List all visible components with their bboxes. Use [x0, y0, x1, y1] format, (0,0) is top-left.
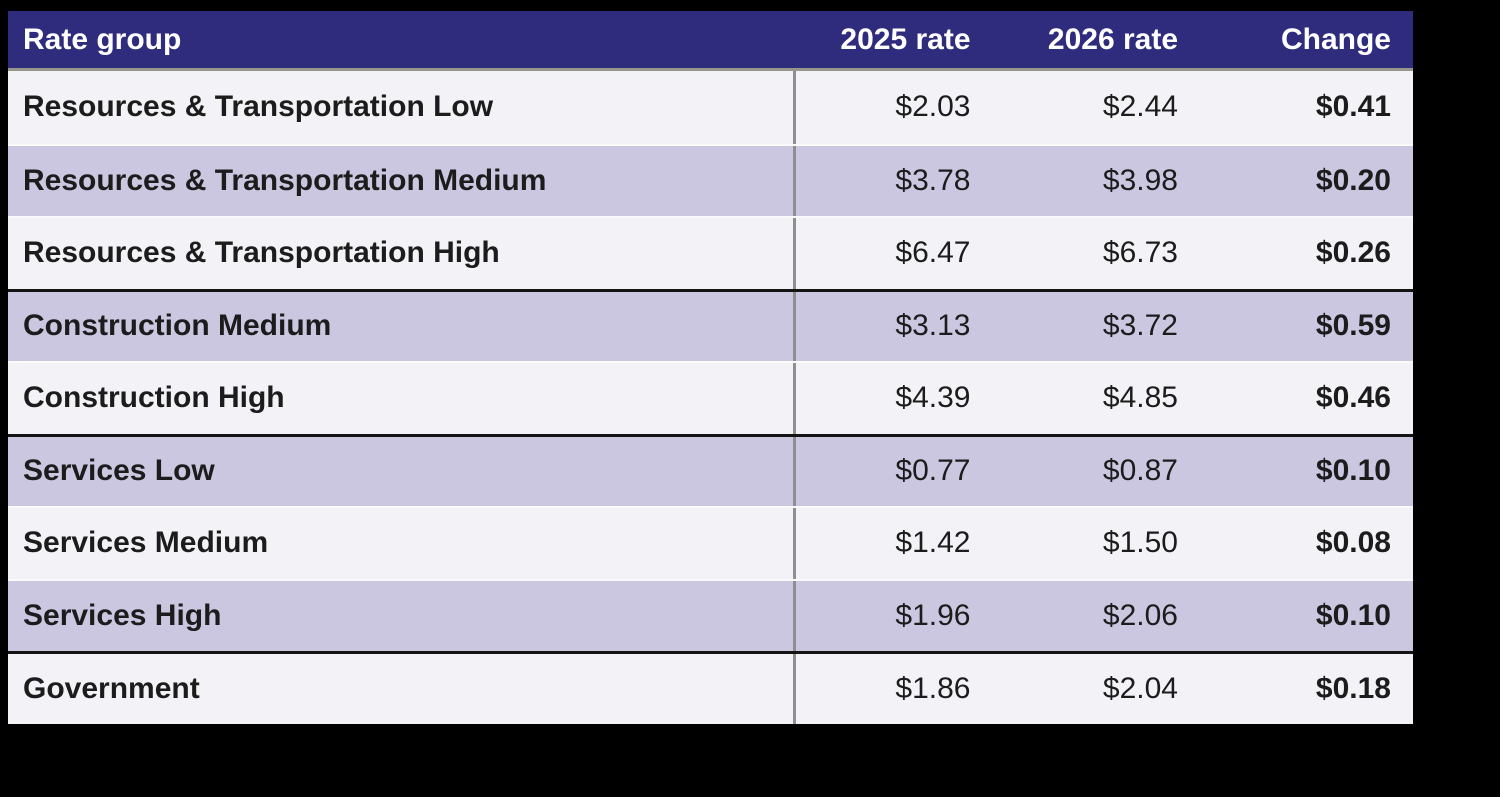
rate-2025-cell: $2.03	[793, 71, 1001, 144]
rate-2026-cell: $3.98	[1102, 163, 1178, 197]
rate-2026-cell: $3.72	[1102, 309, 1178, 343]
rate-2025-cell: $0.77	[793, 436, 1001, 506]
change-cell: $0.46	[1315, 381, 1391, 415]
rate-2026-cell: $1.50	[1102, 526, 1178, 560]
column-header-change: Change	[1280, 22, 1391, 56]
rate-2026-cell: $4.85	[1102, 381, 1178, 415]
rate-table: Rate group 2025 rate 2026 rate Change Re…	[8, 11, 1413, 724]
rate-2026-cell: $0.87	[1102, 454, 1178, 488]
change-cell: $0.41	[1315, 90, 1391, 124]
table-row: Services Low $0.77 $0.87 $0.10	[8, 433, 1413, 506]
rate-group-cell: Construction Medium	[23, 309, 332, 343]
rate-2025-cell: $3.13	[793, 291, 1001, 361]
table-body: Resources & Transportation Low $2.03 $2.44…	[8, 71, 1413, 724]
change-cell: $0.20	[1315, 163, 1391, 197]
table-row: Services Medium $1.42 $1.50 $0.08	[8, 506, 1413, 579]
rate-2026-cell: $2.44	[1102, 90, 1178, 124]
rate-group-cell: Services Medium	[23, 526, 269, 560]
column-header-rate-group: Rate group	[23, 22, 182, 56]
table-row: Services High $1.96 $2.06 $0.10	[8, 578, 1413, 651]
change-cell: $0.10	[1315, 598, 1391, 632]
table-row: Resources & Transportation High $6.47 $6.7…	[8, 216, 1413, 289]
rate-group-cell: Resources & Transportation High	[23, 236, 500, 270]
rate-2026-cell: $6.73	[1102, 236, 1178, 270]
change-cell: $0.26	[1315, 236, 1391, 270]
change-cell: $0.18	[1315, 671, 1391, 705]
rate-2025-cell: $4.39	[793, 363, 1001, 434]
table-row: Government $1.86 $2.04 $0.18	[8, 651, 1413, 724]
rate-2026-cell: $2.06	[1102, 598, 1178, 632]
rate-2025-cell: $3.78	[793, 145, 1001, 216]
rate-group-cell: Services High	[23, 598, 222, 632]
rate-2025-cell: $1.42	[793, 508, 1001, 579]
table-header-row: Rate group 2025 rate 2026 rate Change	[8, 11, 1413, 71]
change-cell: $0.08	[1315, 526, 1391, 560]
column-header-2025-rate: 2025 rate	[840, 22, 971, 56]
rate-group-cell: Construction High	[23, 381, 285, 415]
table-row: Construction Medium $3.13 $3.72 $0.59	[8, 288, 1413, 361]
rate-group-cell: Resources & Transportation Low	[23, 90, 494, 124]
rate-2025-cell: $1.96	[793, 580, 1001, 651]
table-row: Resources & Transportation Medium $3.78 $3…	[8, 143, 1413, 216]
rate-2026-cell: $2.04	[1102, 671, 1178, 705]
change-cell: $0.10	[1315, 454, 1391, 488]
rate-group-cell: Government	[23, 671, 200, 705]
table-row: Construction High $4.39 $4.85 $0.46	[8, 361, 1413, 434]
rate-group-cell: Resources & Transportation Medium	[23, 163, 547, 197]
change-cell: $0.59	[1315, 309, 1391, 343]
rate-2025-cell: $1.86	[793, 654, 1001, 724]
rate-2025-cell: $6.47	[793, 218, 1001, 289]
table-row: Resources & Transportation Low $2.03 $2.44…	[8, 71, 1413, 144]
rate-group-cell: Services Low	[23, 454, 215, 488]
column-header-2026-rate: 2026 rate	[1047, 22, 1178, 56]
